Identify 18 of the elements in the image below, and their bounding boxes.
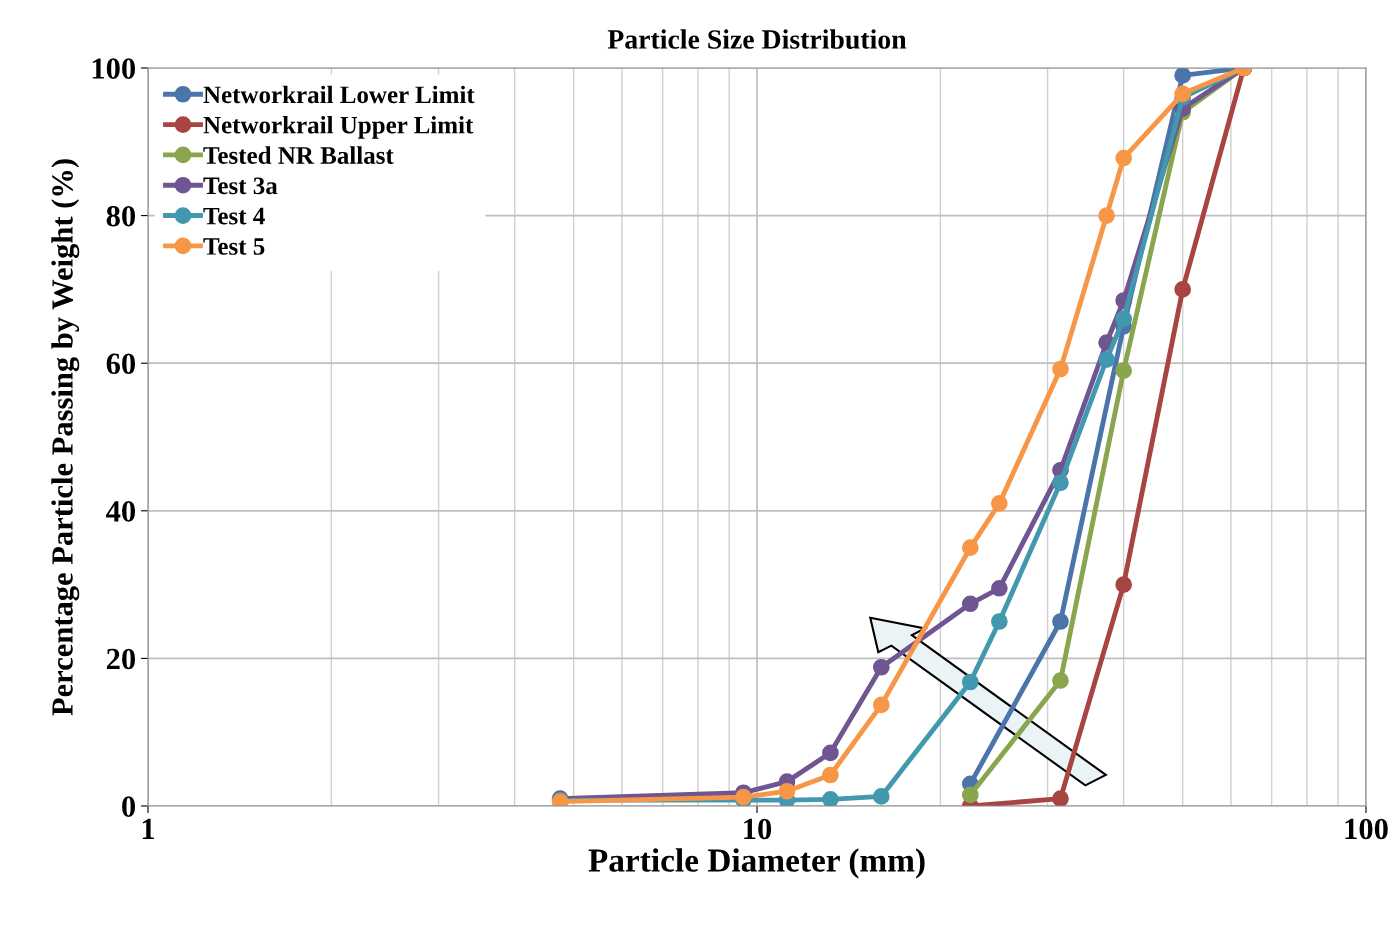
legend-label: Test 4	[203, 207, 265, 225]
x-tick-label: 10	[744, 818, 772, 840]
chart-title: Particle Size Distribution	[607, 29, 907, 49]
x-tick-label: 1	[142, 818, 155, 840]
y-axis-title: Percentage Particle Passing by Weight (%)	[51, 159, 80, 716]
legend-label: Test 3a	[203, 177, 278, 195]
y-tick-label: 80	[106, 205, 136, 227]
y-tick-label: 40	[106, 501, 136, 522]
legend-label: Tested NR Ballast	[203, 146, 394, 164]
y-tick-label: 0	[122, 796, 136, 817]
y-tick-label: 100	[92, 58, 136, 79]
x-axis-title: Particle Diameter (mm)	[588, 848, 925, 879]
legend-label: Test 5	[203, 238, 265, 255]
y-tick-label: 60	[106, 353, 136, 375]
legend-label: Networkrail Upper Limit	[203, 115, 474, 139]
y-tick-label: 20	[106, 648, 136, 670]
x-tick-label: 100	[1345, 818, 1388, 840]
legend-label: Networkrail Lower Limit	[203, 85, 475, 104]
